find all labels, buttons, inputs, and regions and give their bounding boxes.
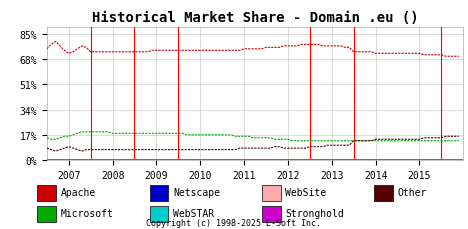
Text: Apache: Apache	[61, 187, 96, 197]
Text: Microsoft: Microsoft	[61, 208, 114, 218]
Title: Historical Market Share - Domain .eu (): Historical Market Share - Domain .eu ()	[92, 11, 418, 25]
Text: WebSTAR: WebSTAR	[173, 208, 214, 218]
Text: Copyright (c) 1998-2025 E-Soft Inc.: Copyright (c) 1998-2025 E-Soft Inc.	[146, 218, 322, 227]
Text: Netscape: Netscape	[173, 187, 220, 197]
Text: Stronghold: Stronghold	[285, 208, 344, 218]
Text: Other: Other	[398, 187, 427, 197]
Text: WebSite: WebSite	[285, 187, 327, 197]
